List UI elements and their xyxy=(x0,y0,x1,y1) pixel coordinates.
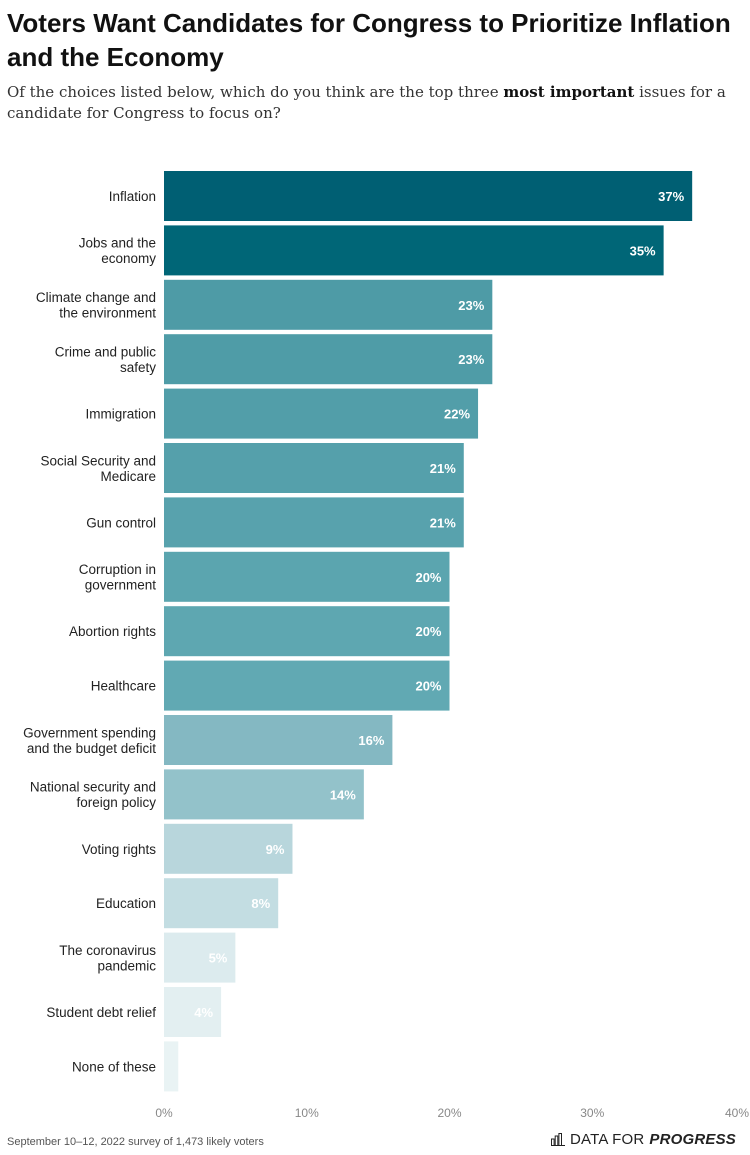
category-label-line: Immigration xyxy=(85,407,156,422)
x-tick-label-3: 30% xyxy=(580,1106,604,1120)
category-label-line: government xyxy=(85,578,157,593)
bar-value-label-15: 4% xyxy=(194,1005,213,1020)
brand-name-regular: DATA FOR xyxy=(569,1131,645,1148)
bar-chart-icon xyxy=(550,1133,565,1146)
chart-title: Voters Want Candidates for Congress to P… xyxy=(7,8,731,72)
category-label-line: Gun control xyxy=(86,515,156,530)
category-label-12: Voting rights xyxy=(82,842,157,857)
category-label-line: None of these xyxy=(72,1059,156,1074)
category-label-line: and the budget deficit xyxy=(27,741,156,756)
category-label-3: Crime and public safety xyxy=(55,344,157,375)
category-label-7: Corruption in government xyxy=(79,562,157,593)
category-label-line: Student debt relief xyxy=(46,1005,156,1020)
category-label-line: Government spending xyxy=(23,725,156,740)
category-label-10: Government spending and the budget defici… xyxy=(23,725,156,756)
bar-value-label-10: 16% xyxy=(358,733,384,748)
category-label-6: Gun control xyxy=(86,515,156,530)
bar-3 xyxy=(164,334,493,385)
bar-6 xyxy=(164,497,464,548)
category-label-line: pandemic xyxy=(97,958,156,973)
bar-value-label-6: 21% xyxy=(430,515,456,530)
subtitle-part-2: issues for a candidate for Congress to f… xyxy=(7,83,726,122)
bar-5 xyxy=(164,443,464,493)
bar-1 xyxy=(164,225,664,276)
bar-value-label-7: 20% xyxy=(415,570,441,585)
bar-10 xyxy=(164,715,393,765)
bar-8 xyxy=(164,606,450,657)
category-label-line: National security and xyxy=(30,780,156,795)
bar-2 xyxy=(164,279,493,330)
bar-value-label-9: 20% xyxy=(415,679,441,694)
category-label-line: Jobs and the xyxy=(79,236,156,251)
category-label-line: safety xyxy=(120,360,156,375)
bar-value-label-4: 22% xyxy=(444,407,470,422)
bar-value-label-1: 35% xyxy=(630,243,656,258)
subtitle-emphasis: most important xyxy=(503,83,635,101)
bar-7 xyxy=(164,551,450,602)
bar-value-label-8: 20% xyxy=(415,624,441,639)
category-label-line: Crime and public xyxy=(55,344,157,359)
x-tick-label-2: 20% xyxy=(437,1106,461,1120)
bar-value-label-12: 9% xyxy=(266,842,285,857)
category-label-2: Climate change and the environment xyxy=(36,290,156,321)
bar-value-label-11: 14% xyxy=(330,787,356,802)
x-tick-label-4: 40% xyxy=(725,1106,749,1120)
x-tick-label-1: 10% xyxy=(295,1106,319,1120)
survey-footnote: September 10–12, 2022 survey of 1,473 li… xyxy=(7,1136,264,1148)
bar-0 xyxy=(164,171,693,221)
category-label-line: The coronavirus xyxy=(59,943,156,958)
brand-name-bold: PROGRESS xyxy=(649,1131,736,1148)
bar-9 xyxy=(164,660,450,711)
category-label-1: Jobs and the economy xyxy=(79,236,157,267)
chart-subtitle: Of the choices listed below, which do yo… xyxy=(7,82,743,124)
bar-12 xyxy=(164,823,293,874)
category-label-line: the environment xyxy=(59,306,156,321)
category-label-0: Inflation xyxy=(109,189,156,204)
bar-15 xyxy=(164,987,222,1037)
category-label-line: Education xyxy=(96,896,156,911)
bar-value-label-2: 23% xyxy=(458,298,484,313)
category-label-4: Immigration xyxy=(85,407,156,422)
category-label-line: Medicare xyxy=(100,469,156,484)
category-label-line: foreign policy xyxy=(76,795,156,810)
category-label-line: Climate change and xyxy=(36,290,156,305)
bar-13 xyxy=(164,878,279,929)
category-label-line: Healthcare xyxy=(91,679,156,694)
category-label-line: Inflation xyxy=(109,189,156,204)
x-tick-label-0: 0% xyxy=(155,1106,173,1120)
bar-14 xyxy=(164,932,236,983)
category-label-15: Student debt relief xyxy=(46,1005,156,1020)
category-label-5: Social Security and Medicare xyxy=(40,453,156,484)
category-label-9: Healthcare xyxy=(91,679,156,694)
category-label-8: Abortion rights xyxy=(69,624,156,639)
bar-value-label-13: 8% xyxy=(251,896,270,911)
bar-value-label-14: 5% xyxy=(209,951,228,966)
bar-value-label-3: 23% xyxy=(458,352,484,367)
bar-value-label-5: 21% xyxy=(430,461,456,476)
category-label-line: Voting rights xyxy=(82,842,157,857)
subtitle-part-1: Of the choices listed below, which do yo… xyxy=(7,83,504,101)
category-label-line: Social Security and xyxy=(40,453,156,468)
category-label-line: Abortion rights xyxy=(69,624,156,639)
bar-4 xyxy=(164,388,479,439)
bar-16 xyxy=(164,1041,179,1092)
bar-11 xyxy=(164,769,364,820)
brand-logo: DATA FOR PROGRESS xyxy=(550,1131,736,1148)
bar-chart: 37% Inflation 35% Jobs and the economy 23% Cli… xyxy=(23,171,749,1120)
category-label-16: None of these xyxy=(72,1059,156,1074)
bar-value-label-0: 37% xyxy=(658,189,684,204)
category-label-line: Corruption in xyxy=(79,562,156,577)
category-label-11: National security and foreign policy xyxy=(30,780,156,811)
category-label-14: The coronavirus pandemic xyxy=(59,943,156,974)
category-label-13: Education xyxy=(96,896,156,911)
category-label-line: economy xyxy=(101,251,156,266)
